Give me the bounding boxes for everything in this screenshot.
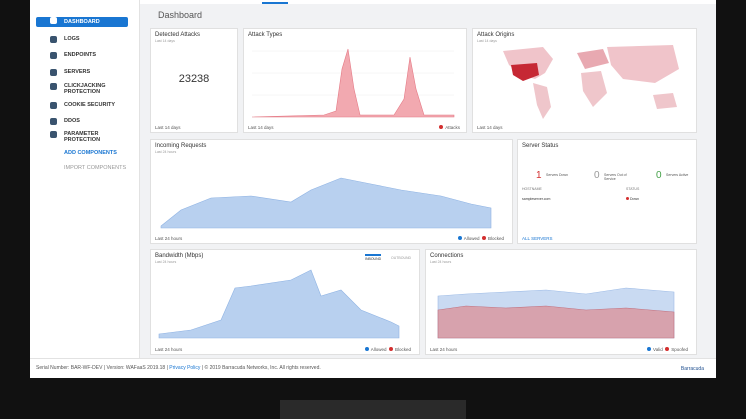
nav-item[interactable]: COOKIE SECURITY [36,102,128,109]
stat-label: Servers Down [546,173,568,177]
world-map [503,45,679,119]
range-select[interactable]: Last 24 hours [430,347,458,352]
panel-subtitle: Last 24 hours [155,150,177,154]
range-select[interactable]: Last 24 hours [155,347,183,352]
attack-types-panel: Attack Types Last 14 days Attacks [243,28,467,133]
nav-item[interactable]: DASHBOARD [36,17,128,27]
brand: Barracuda [680,366,704,372]
nav-item[interactable]: PARAMETER PROTECTION [36,131,128,143]
panel-subtitle: Last 14 days [477,39,497,43]
incoming-requests-panel: Incoming Requests Last 24 hours Last 24 … [150,139,513,244]
panel-subtitle: Last 14 days [155,39,175,43]
panel-title: Attack Types [248,32,283,38]
detected-attacks-panel: Detected Attacks Last 14 days 23238 Last… [150,28,238,133]
hostname: sampleserver.com [522,197,551,201]
footer-text: Serial Number: BAR-WF-DEV | Version: WAF… [36,365,168,371]
footer-rights: | © 2019 Barracuda Networks, Inc. All ri… [201,365,321,371]
bandwidth-panel: Bandwidth (Mbps) Last 24 hours INBOUND O… [150,249,420,355]
monitor-stand [280,400,466,419]
nav-item[interactable]: DDOS [36,118,128,125]
column-header: STATUS [626,187,640,191]
import-components[interactable]: IMPORT COMPONENTS [64,165,127,171]
legend: Attacks [439,125,460,130]
tab[interactable]: OUTBOUND [391,256,412,260]
tab[interactable]: INBOUND [365,254,382,261]
range-select[interactable]: Last 24 hours [155,236,183,241]
stat-value: 0 [656,170,662,181]
attack-count: 23238 [178,73,210,85]
connections-chart [437,287,675,339]
panel-title: Bandwidth (Mbps) [155,253,204,259]
panel-title: Attack Origins [477,32,515,38]
stat-value: 0 [594,170,600,181]
range-select[interactable]: Last 14 days [155,125,181,130]
panel-subtitle: Last 24 hours [155,260,177,264]
bandwidth-chart [158,269,400,339]
nav-item[interactable]: LOGS [36,36,128,43]
panel-title: Incoming Requests [155,143,207,149]
requests-chart [160,177,492,229]
nav-item[interactable]: ENDPOINTS [36,52,128,59]
legend: Allowed Blocked [457,236,504,241]
server-status-panel: Server Status 1 Servers Down 0 Servers O… [517,139,697,244]
range-select[interactable]: Last 14 days [477,125,503,130]
nav-item[interactable]: SERVERS [36,69,128,76]
footer: Serial Number: BAR-WF-DEV | Version: WAF… [30,358,716,378]
stat-label: Servers Active [666,173,689,177]
sidebar: DASHBOARD LOGS ENDPOINTS SERVERS CLICKJA… [30,0,140,358]
add-components[interactable]: ADD COMPONENTS [64,150,117,156]
panel-title: Server Status [522,143,559,149]
panel-title: Connections [430,253,464,259]
privacy-link[interactable]: Privacy Policy [169,365,201,371]
stat-label: Servers Out of Service [604,173,627,181]
all-servers-link[interactable]: ALL SERVERS [522,236,553,241]
legend: Allowed Blocked [364,347,411,352]
panel-title: Detected Attacks [155,32,201,38]
top-indicator [262,2,288,4]
connections-panel: Connections Last 24 hours Last 24 hours … [425,249,697,355]
stat-value: 1 [536,170,542,181]
legend: Valid Spoofed [647,347,688,352]
attack-chart [251,48,455,118]
status: Down [626,197,639,201]
screen: DASHBOARD LOGS ENDPOINTS SERVERS CLICKJA… [30,0,716,378]
column-header: HOSTNAME [522,187,542,191]
range-select[interactable]: Last 14 days [248,125,274,130]
page-title: Dashboard [158,10,203,20]
attack-origins-panel: Attack Origins Last 14 days Last 14 days [472,28,697,133]
panel-subtitle: Last 24 hours [430,260,452,264]
top-bar [30,0,716,4]
nav-item[interactable]: CLICKJACKING PROTECTION [36,83,128,95]
